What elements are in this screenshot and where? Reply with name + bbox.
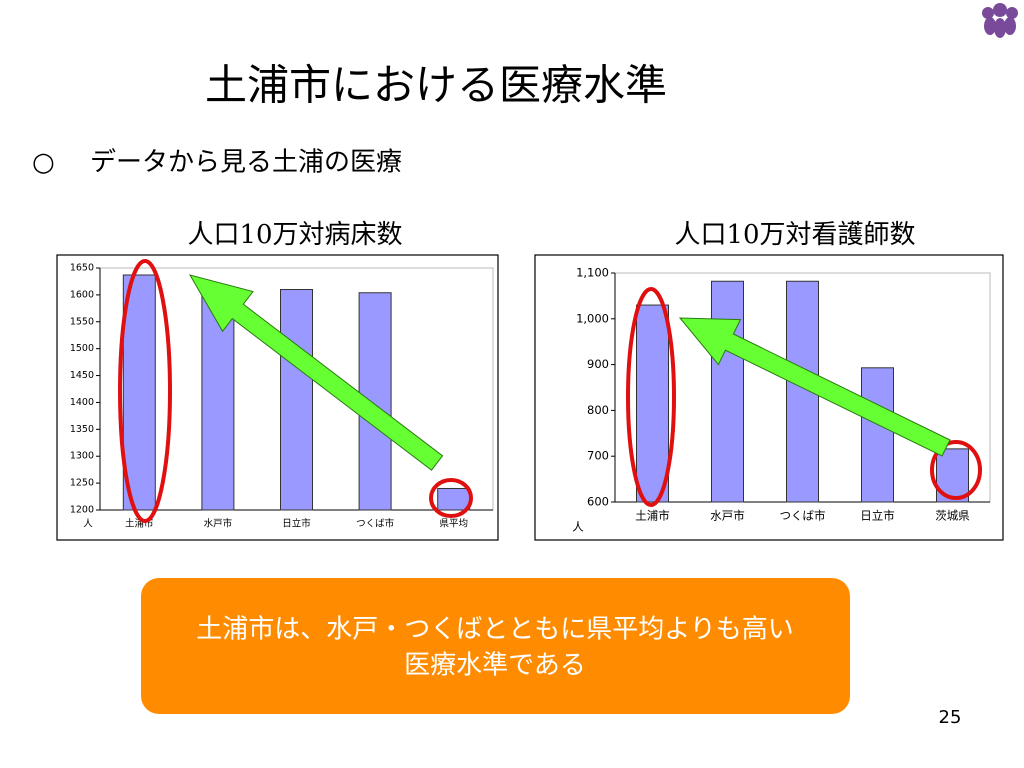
x-tick-label: つくば市: [780, 509, 826, 523]
bar: [280, 289, 313, 511]
y-tick-label: 1350: [70, 424, 94, 435]
bar: [201, 287, 235, 511]
unit-label: 人: [83, 519, 93, 530]
annotations: [118, 259, 982, 523]
x-tick-label: 水戸市: [204, 518, 233, 530]
y-tick-label: 1550: [70, 316, 94, 327]
y-tick-label: 1650: [70, 263, 94, 274]
bar: [437, 487, 471, 511]
y-tick-label: 900: [587, 357, 609, 371]
y-tick-label: 1200: [70, 505, 94, 516]
y-tick-label: 1600: [70, 289, 94, 300]
y-tick-label: 1450: [70, 370, 94, 381]
y-tick-label: 1250: [70, 478, 94, 489]
y-tick-label: 1400: [70, 397, 94, 408]
callout-box: [141, 578, 850, 714]
bar: [636, 304, 669, 503]
x-tick-label: 水戸市: [710, 509, 745, 523]
x-tick-label: 日立市: [860, 509, 895, 523]
logo: [982, 3, 1018, 38]
y-tick-label: 800: [587, 403, 609, 417]
x-tick-label: 県平均: [439, 518, 468, 530]
chart: 人口10万対病床数 1200 1250 1300 1350 1400 1450 1500 155…: [56, 220, 499, 541]
bar: [861, 367, 894, 503]
subtitle: データから見る土浦の医療: [90, 148, 402, 178]
y-tick-label: 1,000: [576, 311, 609, 325]
page-number: 25: [939, 707, 962, 728]
y-tick-label: 1500: [70, 343, 94, 354]
y-tick-label: 600: [587, 495, 609, 509]
y-tick-label: 1,100: [576, 266, 609, 280]
chart-title: 人口10万対病床数: [187, 220, 402, 250]
x-tick-label: 土浦市: [635, 509, 670, 523]
x-tick-label: つくば市: [356, 518, 395, 530]
y-tick-label: 1300: [70, 451, 94, 462]
x-tick-label: 茨城県: [935, 509, 970, 523]
bar: [711, 280, 744, 503]
chart: 人口10万対看護師数 600 700 800 900 1,000 1,100 人 土浦市 水戸市 つ…: [534, 220, 1004, 541]
bullet: ○: [32, 148, 55, 178]
chart-frame: [534, 254, 1004, 541]
bar: [122, 274, 156, 511]
slide-title: 土浦市における医療水準: [205, 61, 667, 110]
chart-title: 人口10万対看護師数: [674, 220, 915, 250]
callout-text: 医療水準である: [404, 651, 586, 681]
x-tick-label: 日立市: [282, 518, 311, 530]
callout-text: 土浦市は、水戸・つくばとともに県平均よりも高い: [196, 615, 793, 645]
unit-label: 人: [572, 520, 584, 534]
y-tick-label: 700: [587, 449, 609, 463]
